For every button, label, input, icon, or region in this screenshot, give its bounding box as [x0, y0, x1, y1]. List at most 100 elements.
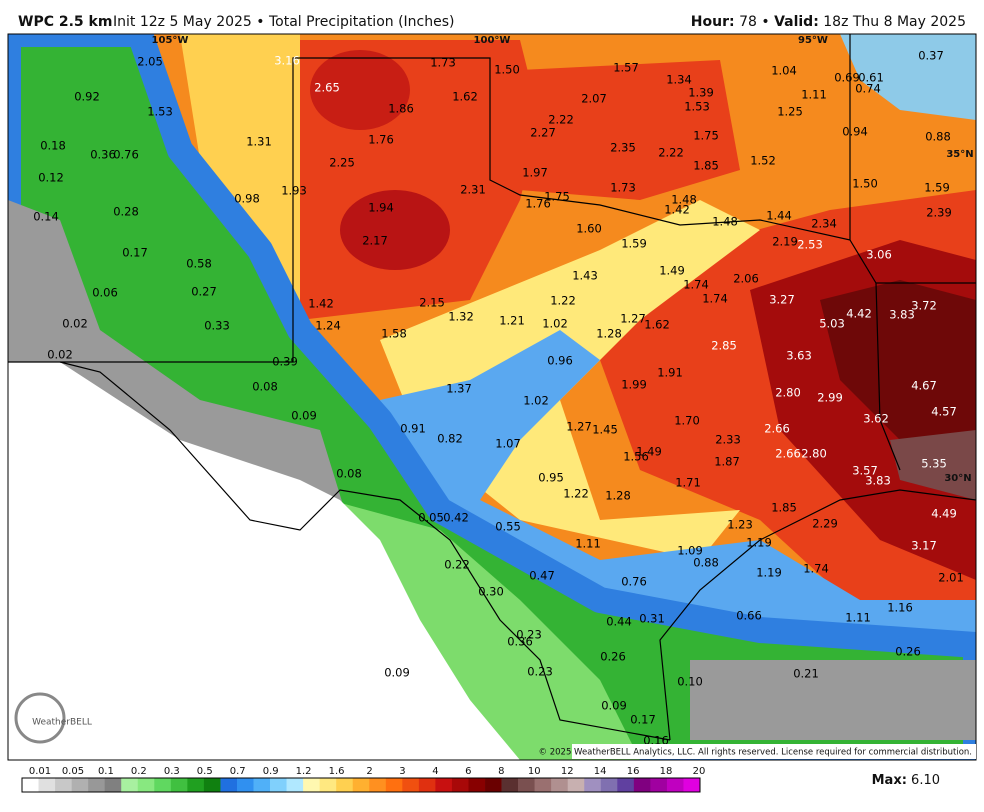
legend-swatch [336, 778, 354, 792]
precip-value: 1.04 [771, 64, 797, 78]
precip-value: 1.87 [714, 455, 740, 469]
legend-tick-label: 16 [627, 766, 640, 777]
legend-swatch [534, 778, 552, 792]
legend-tick-label: 0.9 [263, 766, 279, 777]
precip-value: 0.44 [606, 615, 632, 629]
precip-value: 1.53 [147, 105, 173, 119]
precip-value: 1.32 [448, 310, 474, 324]
legend-swatch [385, 778, 403, 792]
legend-tick-label: 20 [693, 766, 706, 777]
precip-value: 0.02 [62, 317, 88, 331]
legend-swatch [121, 778, 139, 792]
precip-value: 0.39 [272, 355, 298, 369]
run-description: Init 12z 5 May 2025 • Total Precipitatio… [113, 14, 455, 30]
precip-value: 0.55 [495, 520, 521, 534]
state-border [875, 282, 901, 471]
legend-tick-label: 1.2 [296, 766, 312, 777]
precip-value: 0.21 [793, 667, 819, 681]
graticule-label: 30°N [944, 473, 971, 484]
precip-value: 2.66 [764, 422, 790, 436]
precip-value: 1.74 [683, 278, 709, 292]
field-maroon [820, 280, 976, 470]
precip-value: 1.39 [688, 86, 714, 100]
precip-value: 0.17 [122, 246, 148, 260]
precip-value: 1.42 [308, 297, 334, 311]
state-border [8, 34, 851, 363]
precip-value: 1.62 [452, 90, 478, 104]
precip-value: 0.14 [33, 210, 59, 224]
legend-swatch [22, 778, 39, 792]
precip-value: 0.92 [74, 90, 100, 104]
legend-swatch [71, 778, 89, 792]
precip-value: 3.06 [866, 248, 892, 262]
legend-tick-label: 0.3 [164, 766, 180, 777]
precip-value: 1.60 [576, 222, 602, 236]
legend-swatch [584, 778, 602, 792]
valid-label: Valid: [774, 14, 819, 30]
field-gray-se [690, 660, 976, 740]
precip-value: 1.86 [388, 102, 414, 116]
logo: WeatherBELL [14, 692, 92, 744]
graticule-labels: 105°W 100°W 95°W 35°N 30°N [152, 35, 974, 484]
precip-value: 0.61 [858, 71, 884, 85]
precip-value: 2.80 [801, 447, 827, 461]
precip-value: 0.66 [736, 609, 762, 623]
precip-value: 1.48 [671, 193, 697, 207]
precip-value: 1.49 [659, 264, 685, 278]
legend-swatch [286, 778, 304, 792]
precip-value: 2.80 [775, 386, 801, 400]
precip-value: 0.06 [92, 286, 118, 300]
precip-value: 2.22 [658, 146, 684, 160]
precip-value: 0.88 [693, 556, 719, 570]
precip-value: 0.36 [90, 148, 116, 162]
precip-value: 1.93 [281, 184, 307, 198]
precip-value: 0.96 [547, 354, 573, 368]
precip-value: 3.57 [852, 464, 878, 478]
precip-value: 2.33 [715, 433, 741, 447]
legend-tick-label: 10 [528, 766, 541, 777]
precip-value: 0.36 [507, 635, 533, 649]
precip-value: 2.22 [548, 113, 574, 127]
legend-swatch [203, 778, 221, 792]
legend-swatch [501, 778, 519, 792]
precip-value: 4.57 [931, 405, 957, 419]
precip-value: 0.18 [40, 139, 66, 153]
precip-value: 1.43 [572, 269, 598, 283]
precip-value: 0.23 [527, 665, 553, 679]
legend-swatch [104, 778, 122, 792]
precip-value: 0.10 [677, 675, 703, 689]
precip-value: 1.73 [430, 56, 456, 70]
legend-swatch [154, 778, 172, 792]
precip-value: 3.16 [274, 54, 300, 68]
legend-swatch [485, 778, 502, 792]
precip-value: 2.07 [581, 92, 607, 106]
precip-value: 1.53 [684, 100, 710, 114]
precip-value: 2.66 [775, 447, 801, 461]
precip-value: 1.19 [746, 536, 772, 550]
precip-value: 1.75 [544, 190, 570, 204]
graticule-label: 35°N [946, 149, 973, 160]
precip-value: 2.85 [711, 339, 737, 353]
map-frame [7, 33, 977, 761]
legend-tick-label: 18 [660, 766, 673, 777]
hour: 78 [739, 14, 757, 30]
precip-value: 1.11 [575, 537, 601, 551]
bullet: • [761, 14, 769, 30]
precip-value: 0.88 [925, 130, 951, 144]
precip-value: 1.48 [712, 215, 738, 229]
legend-swatch [567, 778, 585, 792]
precip-value: 0.09 [384, 666, 410, 680]
legend-swatch [468, 778, 486, 792]
legend-swatch [418, 778, 436, 792]
legend-tick-label: 2 [366, 766, 372, 777]
precip-value: 1.27 [620, 312, 646, 326]
precip-value: 1.11 [801, 88, 827, 102]
copyright-bg [572, 744, 976, 759]
max-value: 6.10 [911, 773, 940, 788]
legend-swatch [683, 778, 701, 792]
legend-tick-label: 0.5 [197, 766, 213, 777]
legend-tick-label: 4 [432, 766, 438, 777]
legend-swatch [88, 778, 105, 792]
precip-value: 4.42 [846, 307, 872, 321]
precip-value: 2.25 [329, 156, 355, 170]
